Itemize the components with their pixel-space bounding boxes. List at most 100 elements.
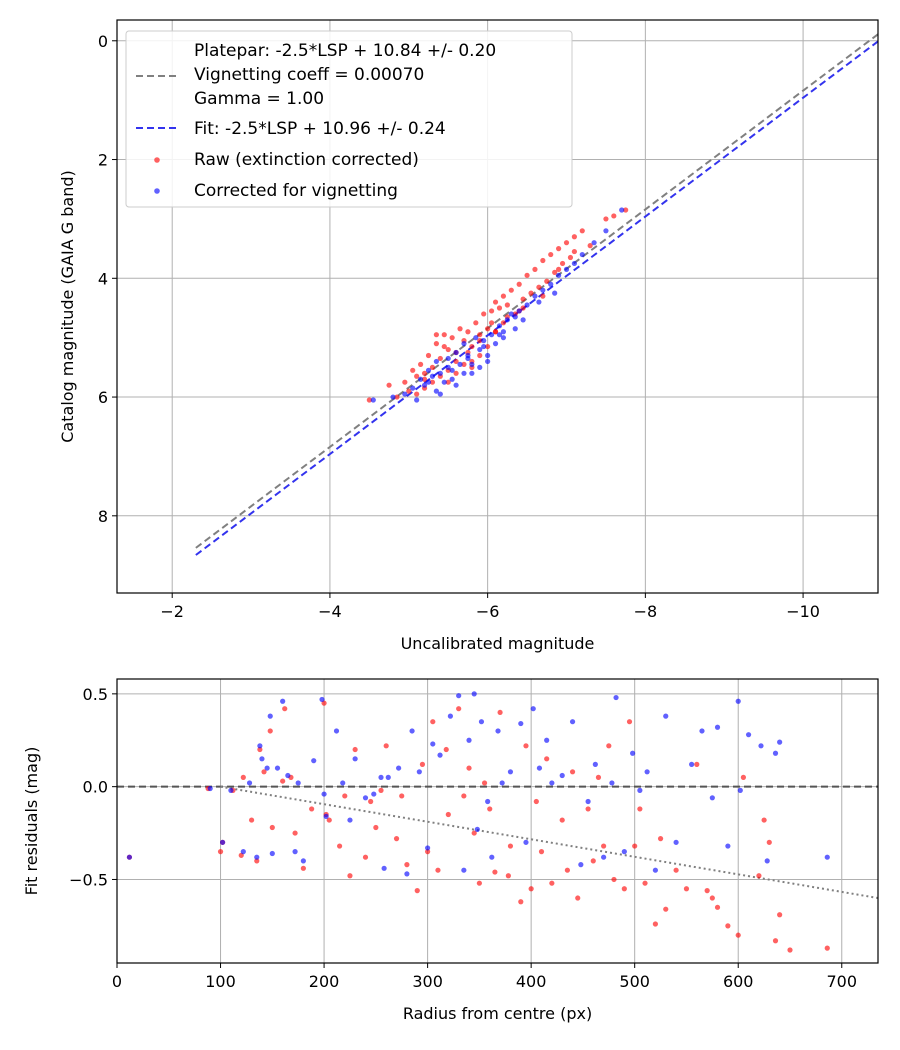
calibration-point-raw <box>473 320 479 326</box>
residuals-point-raw <box>471 830 477 836</box>
calibration-point-raw <box>429 364 436 370</box>
residuals-point-corrected <box>220 839 226 845</box>
calibration-point-raw <box>500 293 507 299</box>
residuals-point-raw <box>254 858 260 864</box>
residuals-point-corrected <box>569 719 576 725</box>
residuals-point-raw <box>694 761 700 767</box>
residuals-point-corrected <box>269 850 275 857</box>
bot-x-tick-label: 200 <box>309 972 340 991</box>
residuals-series-raw <box>126 700 830 953</box>
calibration-point-corrected <box>445 355 451 362</box>
bot-x-tick-label: 0 <box>112 972 122 991</box>
residuals-point-raw <box>430 719 436 725</box>
residuals-point-corrected <box>489 854 495 860</box>
residuals-point-raw <box>399 793 405 799</box>
calibration-point-raw <box>532 266 538 272</box>
residuals-point-corrected <box>371 791 377 797</box>
calibration-point-corrected <box>465 355 471 362</box>
calibration-point-raw <box>488 320 495 326</box>
calibration-point-corrected <box>425 379 432 385</box>
residuals-point-corrected <box>126 854 133 860</box>
residuals-point-corrected <box>396 765 402 771</box>
residuals-point-raw <box>611 876 617 883</box>
residuals-point-raw <box>269 824 275 831</box>
calibration-point-raw <box>496 305 503 311</box>
residuals-point-raw <box>601 843 607 849</box>
residuals-point-raw <box>383 743 389 749</box>
calibration-point-raw <box>485 343 491 350</box>
residuals-point-raw <box>248 817 255 823</box>
residuals-series-corrected <box>126 691 830 877</box>
calibration-point-raw <box>504 302 510 308</box>
residuals-point-corrected <box>257 743 263 749</box>
legend-entry-text: Gamma = 1.00 <box>194 89 324 109</box>
residuals-axes-frame <box>116 678 879 964</box>
residuals-point-corrected <box>644 769 650 775</box>
residuals-point-raw <box>378 787 384 793</box>
residuals-point-raw <box>393 836 400 842</box>
calibration-point-corrected <box>481 343 487 350</box>
calibration-point-raw <box>571 234 577 240</box>
residuals-point-corrected <box>637 787 643 793</box>
calibration-point-raw <box>563 240 570 246</box>
residuals-point-corrected <box>601 854 607 860</box>
top-x-tick-label: −8 <box>634 602 658 621</box>
residuals-point-raw <box>740 774 747 780</box>
calibration-point-raw <box>421 376 428 382</box>
residuals-point-corrected <box>347 817 353 823</box>
legend-entry-text: Fit: -2.5*LSP + 10.96 +/- 0.24 <box>194 119 446 139</box>
calibration-point-raw <box>469 343 475 350</box>
residuals-point-corrected <box>518 720 524 727</box>
residuals-point-corrected <box>745 732 752 738</box>
legend-marker-handle <box>154 157 160 163</box>
residuals-point-raw <box>538 849 545 855</box>
calibration-point-raw <box>571 248 577 255</box>
calibration-point-corrected <box>496 323 503 329</box>
residuals-point-corrected <box>585 798 591 805</box>
calibration-point-corrected <box>469 361 475 367</box>
top-y-tick-label: 0 <box>98 32 108 51</box>
residuals-point-raw <box>292 830 298 836</box>
calibration-point-corrected <box>496 332 503 338</box>
legend-entry-text: Vignetting coeff = 0.00070 <box>194 65 424 85</box>
bot-y-tick-label: −0.5 <box>69 870 108 889</box>
residuals-point-corrected <box>352 756 358 762</box>
residuals-point-raw <box>466 765 472 771</box>
residuals-point-corrected <box>259 756 265 762</box>
calibration-point-raw <box>433 341 439 347</box>
residuals-point-corrected <box>207 785 213 792</box>
calibration-point-raw <box>465 329 471 335</box>
residuals-point-corrected <box>663 713 669 719</box>
calibration-point-raw <box>453 358 459 365</box>
residuals-point-raw <box>564 867 570 873</box>
calibration-point-raw <box>402 379 408 385</box>
residuals-point-raw <box>559 817 565 823</box>
calibration-point-raw <box>445 346 451 353</box>
calibration-point-raw <box>421 370 428 376</box>
calibration-point-corrected <box>473 335 479 341</box>
calibration-point-corrected <box>437 370 443 376</box>
residuals-trend-line <box>220 785 878 900</box>
calibration-point-corrected <box>512 314 518 320</box>
calibration-point-raw <box>477 338 483 344</box>
top-x-tick-label: −6 <box>476 602 500 621</box>
bot-y-tick-label: 0.0 <box>83 778 108 797</box>
calibration-point-raw <box>587 243 593 249</box>
residuals-point-raw <box>621 886 627 892</box>
top-y-tick-label: 2 <box>98 151 108 170</box>
residuals-point-raw <box>481 780 488 786</box>
calibration-point-corrected <box>421 382 428 388</box>
calibration-point-corrected <box>512 326 518 332</box>
calibration-point-corrected <box>390 394 396 400</box>
residuals-point-raw <box>683 886 690 892</box>
residuals-point-corrected <box>471 691 477 697</box>
residuals-point-raw <box>756 873 762 879</box>
residuals-point-corrected <box>447 713 453 719</box>
residuals-point-corrected <box>499 780 505 786</box>
residuals-point-raw <box>549 880 555 886</box>
residuals-point-raw <box>590 858 596 864</box>
calibration-point-raw <box>540 257 546 264</box>
calibration-point-corrected <box>508 311 514 317</box>
calibration-point-corrected <box>433 358 439 365</box>
